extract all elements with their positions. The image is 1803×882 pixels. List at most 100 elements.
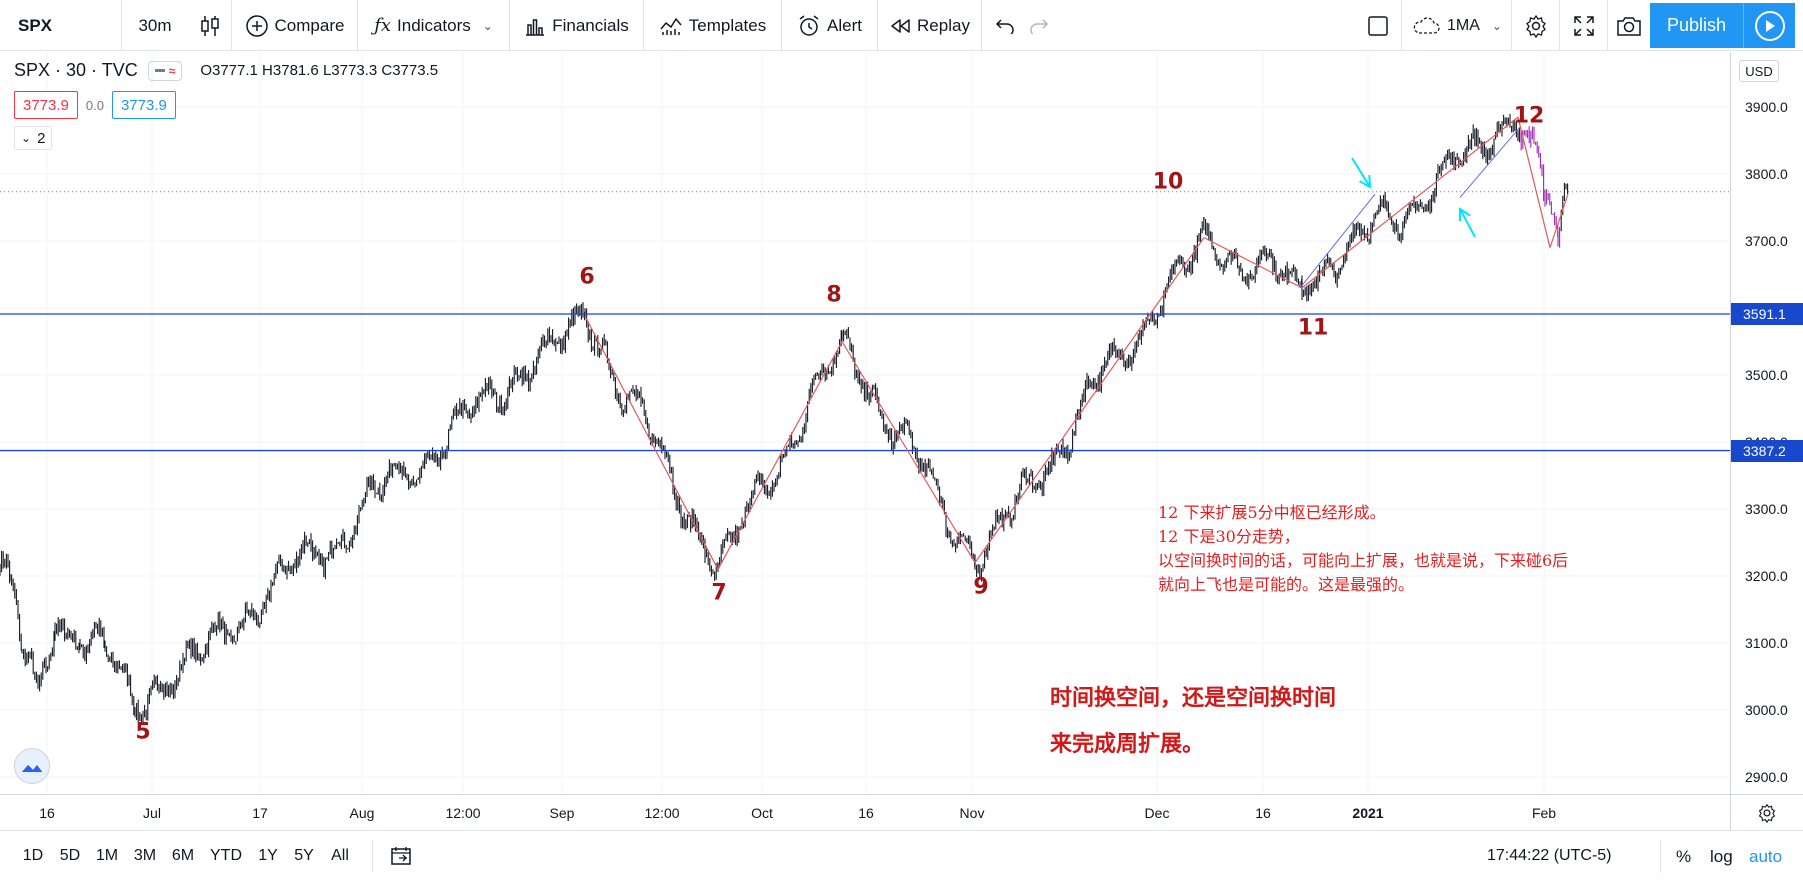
time-axis[interactable]: 16 Jul 17 Aug 12:00 Sep 12:00 Oct 16 Nov Dec 16 2021… (0, 794, 1730, 830)
price-tick-label: 3000.0 (1745, 702, 1788, 718)
axis-settings-button[interactable] (1730, 794, 1803, 830)
range-5d-button[interactable]: 5D (59, 847, 81, 864)
trade-buttons: 3773.9 0.0 3773.9 (14, 91, 176, 119)
interval-button[interactable]: 30m (122, 0, 188, 51)
auto-scale-button[interactable]: auto (1749, 847, 1783, 866)
range-1d-button[interactable]: 1D (22, 847, 44, 864)
series-legend[interactable]: SPX · 30 · TVC ≈ O3777.1 H3781.6 L3773.3… (14, 60, 438, 81)
range-6m-button[interactable]: 6M (171, 847, 195, 864)
divider (372, 841, 373, 873)
note-line: 就向上飞也是可能的。这是最强的。 (1158, 575, 1415, 594)
time-tick-label: 12:00 (644, 805, 680, 821)
wave-lines (584, 116, 1569, 570)
low-label: L (322, 62, 332, 79)
indicators-label: Indicators (397, 15, 471, 35)
layout-select-button[interactable] (1354, 0, 1402, 51)
wave-label-10[interactable]: 10 (1152, 169, 1184, 195)
legend-title: SPX · 30 · TVC (14, 60, 138, 80)
time-tick-label: 2021 (1352, 805, 1384, 821)
replay-button[interactable]: Replay (878, 0, 982, 51)
chart-type-button[interactable] (188, 0, 232, 51)
wave-label-12[interactable]: 12 (1513, 103, 1545, 129)
symbol-search-button[interactable]: SPX (0, 0, 122, 51)
tradingview-logo-icon[interactable] (14, 748, 50, 784)
price-chart[interactable] (0, 52, 1730, 794)
wave-label-5[interactable]: 5 (135, 719, 151, 745)
fullscreen-button[interactable] (1560, 0, 1608, 51)
time-tick-label: 12:00 (445, 805, 481, 821)
big-note-line-2[interactable]: 来完成周扩展。 (1050, 732, 1205, 757)
save-layout-button[interactable]: 1MA ⌄ (1402, 0, 1512, 51)
wave-label-7[interactable]: 7 (711, 580, 727, 606)
compare-button[interactable]: Compare (232, 0, 358, 51)
redo-button[interactable] (1022, 0, 1056, 51)
price-tick-label: 2900.0 (1745, 769, 1788, 785)
buy-button[interactable]: 3773.9 (111, 91, 176, 119)
time-tick-label: 16 (1255, 805, 1271, 821)
indicators-collapse-button[interactable]: ⌄ 2 (14, 126, 53, 150)
settings-button[interactable] (1512, 0, 1560, 51)
range-3m-button[interactable]: 3M (133, 847, 157, 864)
financials-button[interactable]: Financials (510, 0, 644, 51)
layout-name: 1MA (1447, 16, 1480, 34)
gear-icon (1758, 803, 1776, 823)
arrow-shaft (1351, 157, 1371, 188)
price-series (0, 113, 1569, 725)
open-value: 3777.1 (211, 62, 258, 79)
camera-icon (1617, 16, 1641, 36)
range-ytd-button[interactable]: YTD (210, 847, 242, 864)
analysis-note[interactable]: 12 下来扩展5分中枢已经形成。 12 下是30分走势， 以空间换时间的话，可能… (1158, 501, 1568, 597)
clock-timezone[interactable]: 17:44:22 (UTC-5) (1487, 847, 1612, 864)
horizontal-levels (0, 313, 1730, 452)
note-line: 以空间换时间的话，可能向上扩展，也就是说，下来碰6后 (1158, 551, 1569, 570)
wave-label-9[interactable]: 9 (973, 574, 989, 600)
range-5y-button[interactable]: 5Y (294, 847, 314, 864)
undo-button[interactable] (988, 0, 1022, 51)
publish-button[interactable]: Publish (1650, 3, 1743, 48)
wave-segment (1517, 116, 1551, 248)
publish-video-button[interactable] (1743, 3, 1795, 48)
percent-scale-button[interactable]: % (1676, 847, 1692, 866)
wave-segment (717, 341, 843, 570)
price-tick-label: 3100.0 (1745, 635, 1788, 651)
price-tick-label: 3800.0 (1745, 166, 1788, 182)
arrow-shaft (1459, 208, 1476, 238)
range-1y-button[interactable]: 1Y (258, 847, 278, 864)
interval-label: 30m (138, 15, 172, 35)
legend-visibility-pill[interactable]: ≈ (147, 60, 183, 81)
log-scale-button[interactable]: log (1710, 847, 1733, 866)
range-1m-button[interactable]: 1M (95, 847, 119, 864)
wave-label-6[interactable]: 6 (579, 264, 595, 290)
time-tick-label: Sep (549, 805, 575, 821)
price-axis[interactable]: USD 3900.03800.03700.03600.03500.03400.0… (1730, 52, 1803, 794)
date-range-button[interactable] (390, 845, 412, 872)
snapshot-button[interactable] (1608, 0, 1650, 51)
hline-price-label[interactable]: 3387.2 (1731, 439, 1803, 462)
plus-circle-icon (245, 14, 268, 37)
time-tick-label: 17 (252, 805, 268, 821)
annotation-arrows (1351, 157, 1476, 238)
templates-icon (660, 17, 682, 35)
wave-segment (841, 341, 976, 563)
chevron-down-icon: ⌄ (21, 131, 32, 145)
wave-label-8[interactable]: 8 (826, 282, 842, 308)
sell-button[interactable]: 3773.9 (14, 91, 78, 119)
alert-button[interactable]: Alert (782, 0, 878, 51)
trend-line (1459, 126, 1521, 198)
chart-pane[interactable]: 5 6 7 8 9 10 11 12 12 下来扩展5分中枢已经形成。 12 下… (0, 52, 1730, 794)
arrow-head (1359, 174, 1372, 189)
currency-button[interactable]: USD (1739, 60, 1779, 82)
price-tick-label: 3200.0 (1745, 568, 1788, 584)
wave-segment (974, 237, 1205, 563)
wave-label-11[interactable]: 11 (1297, 315, 1329, 341)
square-icon (1367, 15, 1388, 36)
big-note-line-1[interactable]: 时间换空间，还是空间换时间 (1050, 686, 1337, 711)
collapsed-count: 2 (37, 129, 46, 147)
range-all-button[interactable]: All (331, 847, 349, 864)
financials-label: Financials (552, 15, 629, 35)
indicators-button[interactable]: ƒx Indicators ⌄ (358, 0, 510, 51)
templates-button[interactable]: Templates (644, 0, 782, 51)
high-value: 3781.6 (272, 62, 319, 79)
approx-icon: ≈ (168, 63, 176, 78)
hline-price-label[interactable]: 3591.1 (1731, 302, 1803, 325)
